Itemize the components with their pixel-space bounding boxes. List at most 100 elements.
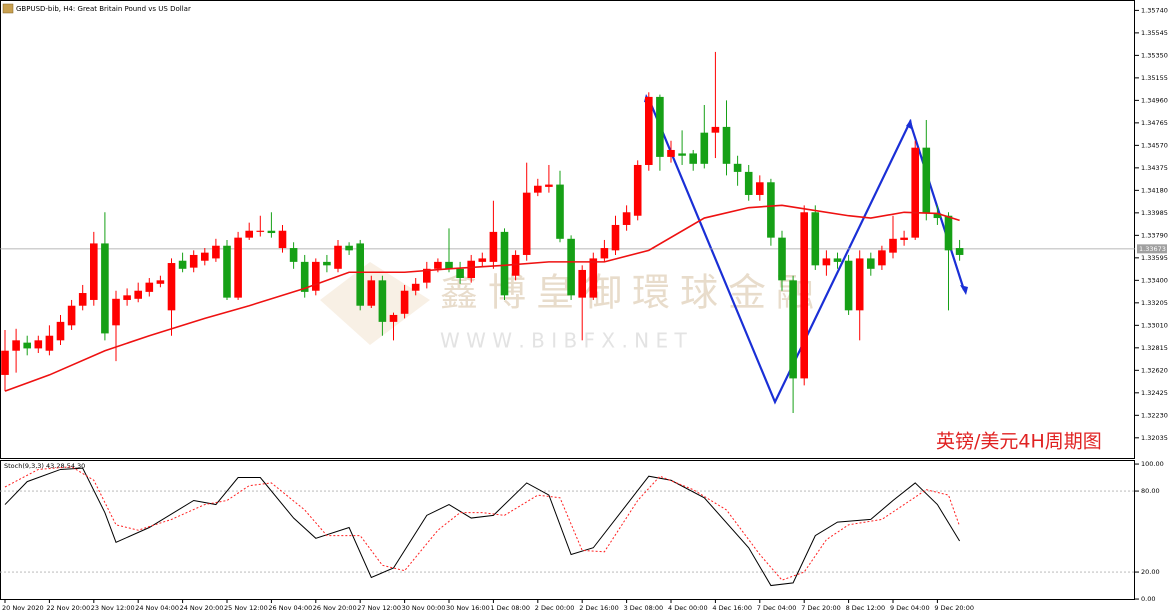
symbol-icon [2,3,14,14]
y-tick-label: 1.32620 [1141,366,1168,374]
x-tick-label: 30 Nov 16:00 [446,604,490,612]
candle-body [411,283,420,291]
candle-body [212,245,220,259]
candle-body [833,258,842,262]
candle-body [34,340,43,349]
y-tick-label: 1.35545 [1141,29,1168,37]
stoch-y-tick-label: 80.00 [1141,487,1160,495]
candle-body [112,298,120,326]
candle-body [600,248,609,259]
candle-body [300,261,309,292]
candle-body [722,126,731,164]
y-tick-label: 1.32035 [1141,434,1168,442]
x-tick-label: 22 Nov 20:00 [46,604,90,612]
candle-body [90,243,98,300]
x-tick-label: 9 Dec 20:00 [934,604,974,612]
x-tick-label: 7 Dec 04:00 [757,604,797,612]
candle-body [855,258,864,311]
candle-body [578,269,586,298]
candle-body [123,295,131,300]
candle-body [867,258,875,269]
candle-body [356,243,364,306]
candle-body [656,96,664,157]
candle-body [234,237,242,298]
candle-body [511,254,520,276]
x-tick-label: 24 Nov 04:00 [135,604,179,612]
candle-body [689,153,697,164]
candle-body [67,305,76,326]
x-tick-label: 26 Nov 04:00 [268,604,312,612]
candle-body [678,153,686,156]
candle-body [256,230,265,232]
y-tick-label: 1.33595 [1141,254,1168,262]
candle-body [622,212,631,225]
candle-body [878,250,886,266]
candle-body [23,342,31,349]
candle-body [434,261,442,269]
stoch-y-tick-label: 100.00 [1141,460,1164,468]
y-tick-label: 1.32230 [1141,411,1168,419]
candle-body [744,171,753,195]
stoch-y-tick-label: 20.00 [1141,568,1160,576]
y-tick-label: 1.33400 [1141,276,1168,284]
candle-body [545,184,553,187]
moving-average [4,204,960,392]
y-tick-label: 1.32815 [1141,344,1168,352]
candle-body [45,335,54,351]
candle-body [278,230,287,249]
candle-body [944,215,953,251]
y-tick-label: 1.34180 [1141,186,1168,194]
x-tick-label: 7 Dec 20:00 [801,604,841,612]
candle-body [933,213,942,219]
candle-body [556,184,564,239]
y-tick-label: 1.35155 [1141,74,1168,82]
x-tick-label: 9 Dec 04:00 [890,604,930,612]
candle-body [1,350,9,375]
y-tick-label: 1.33790 [1141,231,1168,239]
candle-body [245,230,253,238]
candle-body [589,258,598,298]
arrow-head [906,119,913,130]
main-panel-frame [0,0,1135,459]
candle-body [911,147,919,238]
candle-body [822,258,831,266]
candle-body [345,245,353,251]
arrow-head [960,285,968,295]
x-tick-label: 26 Nov 20:00 [313,604,357,612]
candle-body [145,282,154,292]
stoch-label: Stoch(9,3,3) 43.28 54.30 [4,462,85,470]
candle-body [12,340,20,351]
candle-body [267,230,276,234]
candle-body [500,231,509,296]
candle-body [456,268,464,279]
last-price-label: 1.33673 [1139,245,1166,253]
candle-body [955,248,964,255]
candle-body [789,280,797,379]
candle-body [312,261,320,291]
x-tick-label: 25 Nov 12:00 [224,604,268,612]
candle-body [733,163,742,172]
watermark-text: 鑫博皇御環球金融 [440,271,824,315]
chart-title: GBPUSD-bib, H4: Great Britain Pound vs U… [16,5,191,13]
candle-body [467,260,475,279]
y-tick-label: 1.34765 [1141,119,1168,127]
candle-body [711,126,720,133]
candle-body [756,182,764,195]
x-tick-label: 2 Dec 00:00 [535,604,575,612]
candle-body [844,260,853,311]
y-tick-label: 1.33205 [1141,299,1168,307]
candle-body [489,231,498,262]
stoch-y-tick-label: 0.00 [1141,595,1155,603]
candle-body [101,243,109,334]
y-tick-label: 1.33985 [1141,209,1168,217]
x-tick-label: 1 Dec 08:00 [490,604,530,612]
candle-body [889,238,897,253]
x-tick-label: 3 Dec 08:00 [624,604,664,612]
candle-body [423,268,431,283]
candle-body [567,238,575,296]
candle-body [56,321,65,341]
candle-body [78,293,87,306]
x-tick-label: 23 Nov 12:00 [91,604,135,612]
